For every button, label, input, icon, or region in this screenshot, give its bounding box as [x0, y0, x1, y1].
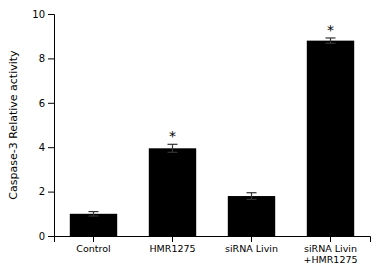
y-axis: 0 2 4 6 8 10	[32, 9, 54, 242]
error-bar-cap	[247, 199, 257, 200]
tick: 8	[39, 53, 54, 64]
bar	[70, 214, 117, 236]
error-bar-stem	[251, 193, 252, 200]
bar	[149, 148, 196, 236]
x-axis: ControlHMR1275siRNA LivinsiRNA Livin+HMR…	[55, 236, 371, 265]
error-bar-cap	[168, 152, 178, 153]
tick: siRNA Livin	[225, 236, 278, 254]
annotations: **	[169, 22, 334, 144]
tick-mark	[48, 147, 54, 148]
tick-mark	[48, 192, 54, 193]
tick-label: 2	[39, 186, 45, 197]
axis-line	[55, 237, 371, 243]
tick-label: 4	[39, 142, 45, 153]
tick-mark	[48, 14, 54, 15]
tick-label: 6	[39, 98, 45, 109]
error-bar-cap	[326, 43, 336, 44]
error-bar	[168, 144, 178, 152]
tick-mark	[48, 236, 54, 237]
tick-label: 10	[32, 9, 45, 20]
chart-container: 0246810ControlHMR1275siRNA LivinsiRNA Li…	[0, 0, 382, 276]
axis-line	[48, 15, 55, 237]
plot: 0246810ControlHMR1275siRNA LivinsiRNA Li…	[32, 9, 370, 265]
chart: 0246810ControlHMR1275siRNA LivinsiRNA Li…	[0, 0, 382, 276]
tick-label: siRNA Livin	[225, 243, 278, 254]
tick-mark	[172, 236, 173, 242]
tick: 4	[39, 142, 54, 153]
error-bar-cap	[89, 211, 99, 212]
tick-label: HMR1275	[149, 243, 195, 254]
tick-label: 0	[39, 231, 45, 242]
bar	[228, 196, 275, 236]
error-bar-stem	[172, 144, 173, 152]
tick: siRNA Livin+HMR1275	[303, 236, 357, 265]
tick: 10	[32, 9, 54, 20]
error-bar-stem	[93, 212, 94, 216]
tick-label: 8	[39, 53, 45, 64]
error-bar-cap	[89, 215, 99, 216]
tick-label-line: +HMR1275	[303, 254, 357, 265]
tick: Control	[76, 236, 110, 254]
tick: 0	[39, 231, 54, 242]
tick-label: Control	[76, 243, 110, 254]
significance-marker: *	[327, 22, 334, 38]
error-bar-stem	[330, 38, 331, 43]
error-bar	[89, 212, 99, 216]
marks	[70, 38, 354, 236]
error-bar-cap	[247, 192, 257, 193]
tick: 6	[39, 98, 54, 109]
tick-mark	[330, 236, 331, 242]
tick-mark	[251, 236, 252, 242]
tick-label-line: siRNA Livin	[304, 243, 357, 254]
y-axis-title: Caspase-3 Relative activity	[7, 50, 20, 200]
tick: HMR1275	[149, 236, 195, 254]
tick-mark	[93, 236, 94, 242]
tick-label: siRNA Livin+HMR1275	[303, 243, 357, 265]
significance-marker: *	[169, 128, 176, 144]
error-bar	[247, 193, 257, 200]
bar	[307, 41, 354, 236]
error-bar	[326, 38, 336, 43]
tick: 2	[39, 186, 54, 197]
tick-mark	[48, 58, 54, 59]
tick-mark	[48, 103, 54, 104]
